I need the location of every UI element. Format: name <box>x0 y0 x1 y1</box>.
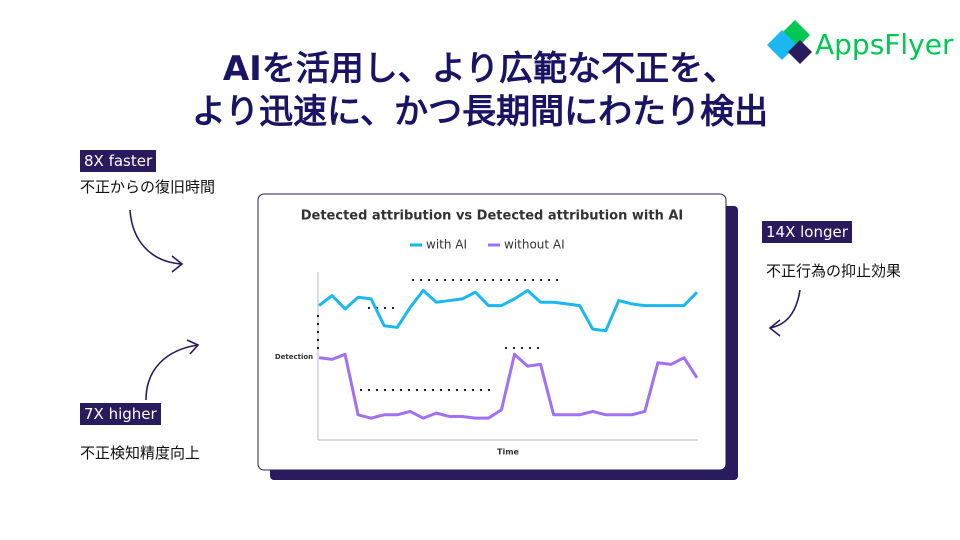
callout-text: 不正からの復旧時間 <box>80 178 216 196</box>
annotation-dots <box>317 279 560 391</box>
logo-icon <box>767 20 812 64</box>
card <box>257 193 727 471</box>
plot: with AI without AI <box>318 238 699 420</box>
logo-text: AppsFlyer <box>815 28 954 61</box>
callout-text: 不正行為の抑止効果 <box>766 262 902 280</box>
legend-label: without AI <box>504 238 565 252</box>
chart-title: Detected attribution vs Detected attribu… <box>301 209 684 224</box>
callout-text: 不正検知精度向上 <box>80 444 201 462</box>
series-line <box>318 352 699 420</box>
title-line: より迅速に、かつ長期間にわたり検出 <box>191 92 769 132</box>
title-line: AIを活用し、より広範な不正を、 <box>222 49 738 89</box>
y-axis-label: Detection <box>275 353 313 361</box>
badge: 8X faster <box>80 150 157 172</box>
badge: 14X longer <box>762 221 852 243</box>
badge: 7X higher <box>80 403 161 425</box>
arrows <box>129 209 801 401</box>
x-axis-label: Time <box>497 448 520 457</box>
series-line <box>318 288 699 333</box>
legend-label: with AI <box>426 238 467 252</box>
